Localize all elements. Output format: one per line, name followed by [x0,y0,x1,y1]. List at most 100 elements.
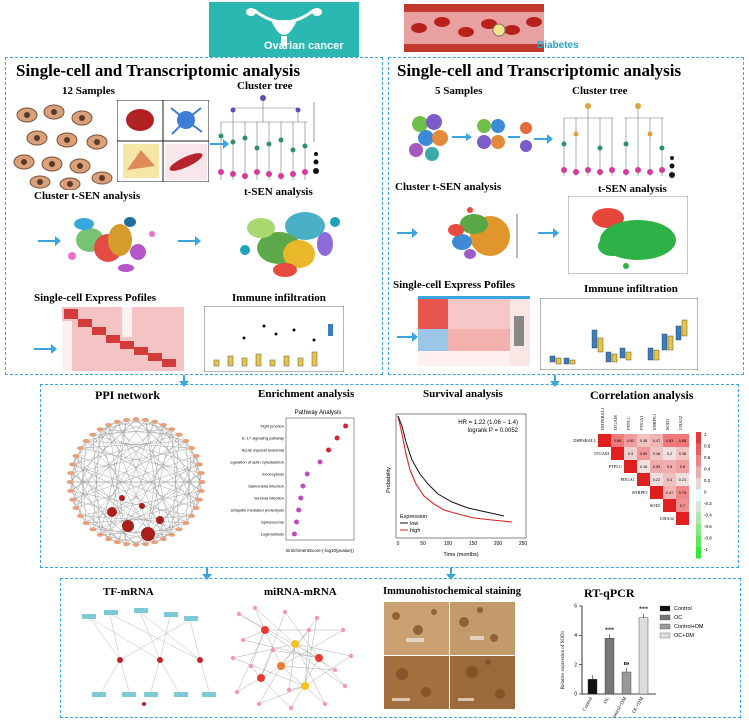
ihc-label: Immunohistochemical staining [383,586,521,597]
arrow-left-2 [178,236,201,246]
mirna-leaf-node [236,611,242,617]
left-immune-label: Immune infiltration [232,292,326,304]
rtqpcr-label: RT-qPCR [584,586,635,600]
enrichment-plot: Pathway Analysis Tight junction IL-17 sig… [230,410,354,553]
corr-value: 0.38 [653,452,660,456]
corr-cell [650,447,663,460]
corr-col-label: PTPLC [626,416,631,430]
ppi-node [198,480,206,484]
correlation-label: Correlation analysis [590,388,694,402]
corr-scale-label: 0.4 [704,467,711,472]
ppi-node [151,540,159,545]
survival-xtick: 0 [397,541,400,547]
ovarian-cancer-label: Ovarian cancer [264,40,344,52]
mirna-label: miRNA-mRNA [264,586,337,598]
corr-scale-swatch [696,547,701,559]
corr-diag-cell [637,473,650,486]
mirna-leaf-node [322,701,328,707]
corr-value: 0.3 [628,452,633,456]
corr-scale-swatch [696,432,701,444]
enrichment-xlabel: EnrichmentScore (-log10(pvalue)) [286,548,354,553]
enrichment-dot [294,519,300,525]
rtqpcr-category: OC [603,696,611,705]
rtqpcr-ytick: 4 [574,633,577,639]
enrichment-term: IL-17 signaling pathway [242,436,284,441]
corr-scale-label: 0.6 [704,455,711,460]
ppi-node [159,537,167,542]
survival-hr: HR = 1.22 (1.06 − 1.4) [458,420,518,426]
corr-value: 0.47 [653,439,660,443]
arrow-down-right [550,375,560,387]
ppi-node [82,521,90,526]
rtqpcr-ylabel: Relative expression of SOD1 [561,630,566,689]
rtqpcr-category: Control [582,696,594,712]
corr-row-label: PTPLC [608,464,622,469]
corr-scale-label: 0 [704,490,707,495]
corr-value: 0.75 [679,491,686,495]
corr-diag-cell [598,434,611,447]
corr-diag-cell [650,486,663,499]
mirna-hub-node [277,662,285,670]
ppi-node [168,532,176,537]
ppi-node [195,462,203,467]
enrichment-dot [296,507,302,513]
rtqpcr-legend-label: Control [674,606,692,612]
enrichment-term: Salmonella infection [248,484,284,489]
right-section-title: Single-cell and Transcriptomic analysis [397,61,682,80]
mirna-leaf-node [270,647,276,653]
corr-scale-swatch [696,524,701,536]
corr-cell [663,473,676,486]
ppi-node [195,497,203,502]
corr-cell [611,434,624,447]
ppi-node [66,480,74,484]
ppi-hub-node [156,516,164,524]
enrichment-dot [298,495,304,501]
rtqpcr-chart: Relative expression of SOD1 0 2 4 6 Control… [561,604,704,718]
corr-row-label: SNRPE1 [632,490,648,495]
ppi-node [67,471,75,476]
arrow-down-left [179,375,189,387]
cells-illustration [13,104,113,190]
corr-scale-swatch [696,489,701,501]
corr-scale-label: 1 [704,432,707,437]
ppi-node [96,532,104,537]
mirna-hub-node [315,654,323,662]
corr-value: 0.7 [680,504,685,508]
ppi-node [82,438,90,443]
corr-cell [676,460,689,473]
enrichment-dot [317,459,323,465]
mirna-leaf-node [286,687,292,693]
mirna-leaf-node [230,655,236,661]
corr-scale-swatch [696,535,701,547]
ppi-node [159,422,167,427]
ovarian-cancer-banner: Ovarian cancer [209,2,359,57]
left-section-title: Single-cell and Transcriptomic analysis [16,61,301,80]
corr-cell [663,447,676,460]
enrichment-term: Endocytosis [262,472,284,477]
ppi-hub-node [139,503,145,509]
left-express-heatmap [62,307,184,371]
ppi-node [76,446,84,451]
corr-value: 0.65 [640,452,647,456]
survival-xlabel: Time (months) [443,552,478,558]
tf-label: TF-mRNA [103,586,154,598]
corr-diag-cell [663,499,676,512]
corr-cell [637,434,650,447]
left-cluster-tsen-label: Cluster t-SEN analysis [34,190,141,202]
mirna-leaf-node [314,615,320,621]
ppi-node [123,542,131,547]
enrichment-subtitle: Pathway Analysis [295,410,342,416]
left-section-box [5,57,383,375]
left-immune-boxplot [204,306,344,372]
right-cluster-tree-label: Cluster tree [572,85,628,97]
rtqpcr-ytick: 6 [574,604,577,610]
cluster-tree-left [218,95,319,180]
arrow-right-0 [534,134,553,144]
ppi-node [105,537,113,542]
correlation-matrix: DHPSBAL1 DHPSBAL1 ITGAM ITGAM PTPLC PTPLC PDGA… [573,407,712,559]
corr-scale-swatch [696,501,701,513]
survival-xtick: 150 [469,541,478,547]
corr-row-label: SOD1 [650,503,661,508]
corr-cell [663,434,676,447]
corr-col-label: ITGAM [613,415,618,430]
